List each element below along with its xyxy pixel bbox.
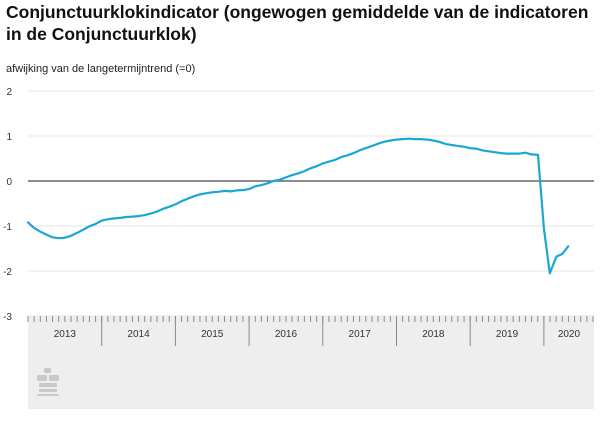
y-tick-label: -3: [3, 312, 12, 323]
y-tick-label: -2: [3, 267, 12, 278]
y-tick-label: 1: [6, 132, 12, 143]
data-series: [26, 137, 570, 275]
x-tick-label: 2015: [201, 329, 224, 340]
x-tick-label: 2016: [275, 329, 298, 340]
y-tick-label: 2: [6, 87, 12, 98]
x-tick-label: 2013: [54, 329, 77, 340]
x-tick-label: 2020: [558, 329, 581, 340]
x-tick-label: 2014: [127, 329, 150, 340]
grid-lines: [28, 90, 594, 317]
y-tick-label: -1: [3, 222, 12, 233]
cbs-logo-icon: [37, 368, 59, 401]
x-axis: 2013 2014 2015 2016 2017 2018 2019 2020: [27, 316, 594, 346]
x-tick-label: 2017: [349, 329, 372, 340]
x-tick-label: 2019: [496, 329, 519, 340]
y-tick-labels: 2 1 0 -1 -2 -3: [3, 87, 12, 323]
footer-band: [28, 346, 594, 409]
y-axis-label: afwijking van de langetermijntrend (=0): [6, 63, 196, 75]
chart-title: Conjunctuurklokindicator (ongewogen gemi…: [6, 2, 589, 44]
series-line: [26, 137, 570, 275]
y-tick-label: 0: [6, 177, 12, 188]
x-tick-label: 2018: [422, 329, 445, 340]
